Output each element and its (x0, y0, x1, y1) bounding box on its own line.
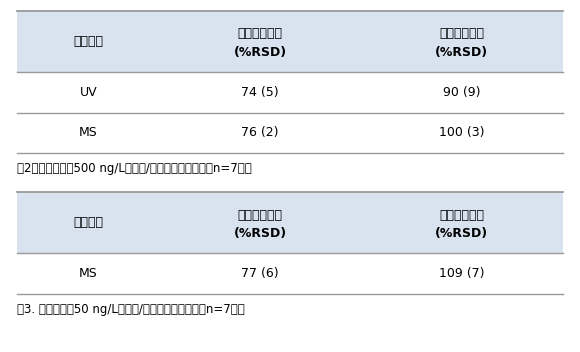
Bar (17, 11, 563, 72)
Text: MS: MS (79, 267, 97, 280)
Text: 检测条件: 检测条件 (73, 216, 103, 229)
Text: 百草枯回收率: 百草枯回收率 (439, 209, 484, 222)
Text: 表2．自来水加标500 ng/L敌草快/百草枯回收率数据（n=7）。: 表2．自来水加标500 ng/L敌草快/百草枯回收率数据（n=7）。 (17, 162, 252, 175)
Text: 90 (9): 90 (9) (443, 86, 480, 99)
Text: 敌草快回收率: 敌草快回收率 (238, 209, 282, 222)
Text: 表3. 自来水加标50 ng/L敌草快/百草枯回收率数据（n=7）。: 表3. 自来水加标50 ng/L敌草快/百草枯回收率数据（n=7）。 (17, 303, 245, 316)
Text: 109 (7): 109 (7) (439, 267, 484, 280)
Text: (%RSD): (%RSD) (234, 46, 287, 59)
Text: 74 (5): 74 (5) (241, 86, 279, 99)
Text: UV: UV (79, 86, 97, 99)
Text: 百草枯回收率: 百草枯回收率 (439, 27, 484, 40)
Text: (%RSD): (%RSD) (435, 46, 488, 59)
Text: (%RSD): (%RSD) (234, 227, 287, 240)
Text: MS: MS (79, 126, 97, 139)
Text: 76 (2): 76 (2) (241, 126, 279, 139)
Text: 敌草快回收率: 敌草快回收率 (238, 27, 282, 40)
Text: (%RSD): (%RSD) (435, 227, 488, 240)
Text: 77 (6): 77 (6) (241, 267, 279, 280)
Text: 检测条件: 检测条件 (73, 35, 103, 48)
Bar (17, 192, 563, 253)
Text: 100 (3): 100 (3) (439, 126, 484, 139)
